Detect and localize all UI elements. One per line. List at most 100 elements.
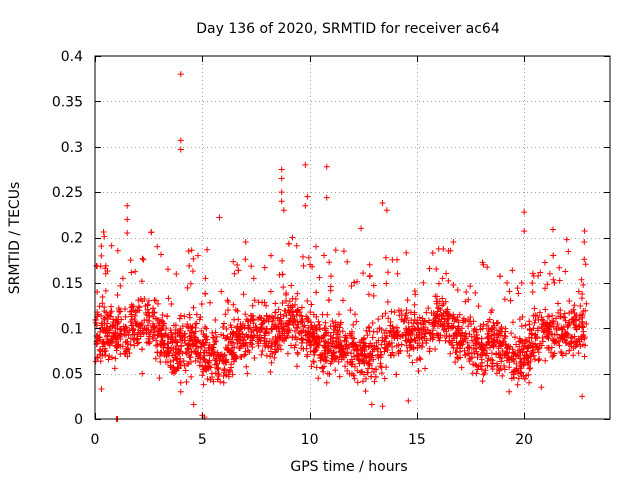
scatter-point [423,309,430,316]
data-point [164,266,171,273]
data-point [529,288,536,295]
scatter-point [414,325,421,332]
scatter-point [330,349,337,356]
scatter-point [511,334,518,341]
scatter-point [442,298,449,305]
scatter-point [161,340,168,347]
scatter-point [261,264,268,271]
scatter-point [421,333,428,340]
scatter-point [292,327,299,334]
scatter-point [283,320,290,327]
scatter-point [393,332,400,339]
scatter-point [271,323,278,330]
scatter-point [327,283,334,290]
scatter-point [320,332,327,339]
scatter-point [165,344,172,351]
scatter-point [537,269,544,276]
scatter-point [214,376,221,383]
scatter-point [575,288,582,295]
data-point [353,347,360,354]
scatter-point [257,337,264,344]
scatter-point [177,362,184,369]
scatter-point [248,333,255,340]
scatter-point [177,355,184,362]
data-point [358,225,365,232]
scatter-point [411,301,418,308]
scatter-point [157,358,164,365]
scatter-point [449,342,456,349]
scatter-point [407,339,414,346]
scatter-point [467,283,474,290]
scatter-point [335,358,342,365]
data-point [255,316,262,323]
data-point [323,163,330,170]
scatter-point [522,322,529,329]
scatter-point [580,341,587,348]
scatter-point [325,348,332,355]
scatter-point [488,363,495,370]
scatter-point [359,344,366,351]
data-point [98,386,105,393]
scatter-point [131,331,138,338]
scatter-point [377,348,384,355]
scatter-point [360,270,367,277]
scatter-point [369,334,376,341]
scatter-point [354,367,361,374]
scatter-point [526,339,533,346]
scatter-point [207,376,214,383]
scatter-point [177,312,184,319]
scatter-point [419,339,426,346]
scatter-point [269,318,276,325]
data-point [521,228,528,235]
scatter-point [528,335,535,342]
scatter-point [307,331,314,338]
scatter-point [555,309,562,316]
scatter-point [181,337,188,344]
scatter-point [150,313,157,320]
scatter-point [164,313,171,320]
scatter-point [583,300,590,307]
scatter-point [154,349,161,356]
scatter-point [218,331,225,338]
scatter-point [260,317,267,324]
scatter-point [155,317,162,324]
scatter-point [177,348,184,355]
scatter-point [310,358,317,365]
y-tick-label: 0.25 [52,185,83,201]
scatter-point [336,373,343,380]
scatter-point [237,353,244,360]
scatter-point [520,361,527,368]
scatter-point [473,370,480,377]
scatter-point [541,327,548,334]
scatter-point [235,316,242,323]
scatter-point [433,330,440,337]
data-point [506,388,513,395]
data-point [534,343,541,350]
y-tick-label: 0.4 [61,49,83,65]
scatter-point [112,355,119,362]
scatter-point [408,329,415,336]
data-point [96,334,103,341]
scatter-point [213,361,220,368]
data-point [177,137,184,144]
scatter-point [244,347,251,354]
data-point [220,379,227,386]
scatter-point [479,359,486,366]
scatter-point [536,356,543,363]
scatter-point [188,333,195,340]
scatter-point [97,358,104,365]
data-point [278,189,285,196]
scatter-point [202,324,209,331]
scatter-point [105,356,112,363]
scatter-point [401,316,408,323]
scatter-point [539,316,546,323]
scatter-point [145,297,152,304]
scatter-point [578,334,585,341]
scatter-point [501,366,508,373]
scatter-point [378,341,385,348]
scatter-point [376,325,383,332]
scatter-point [443,308,450,315]
scatter-point [501,296,508,303]
plot-frame [94,55,611,420]
data-point [139,370,146,377]
